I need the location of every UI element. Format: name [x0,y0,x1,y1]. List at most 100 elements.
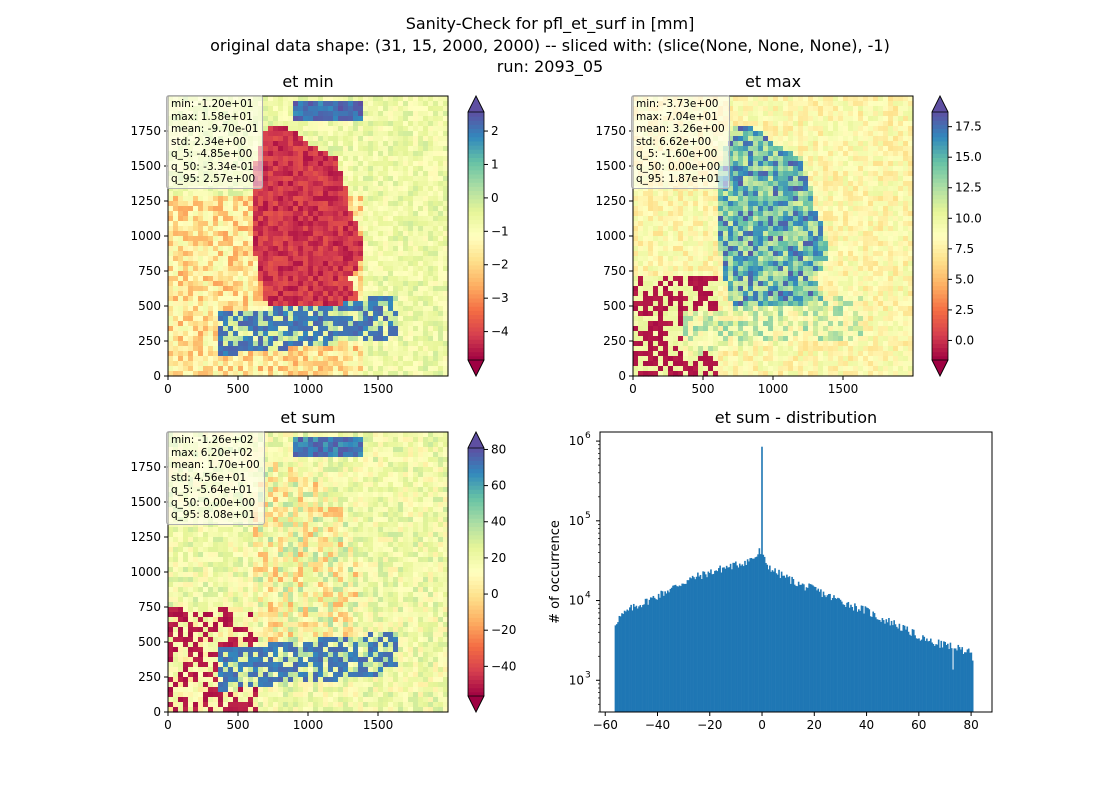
colorbar-extend-max [931,95,949,113]
histogram-bar [821,597,823,712]
histogram-bar [967,648,970,712]
et-max-title: et max [744,72,802,91]
distribution-title: et sum - distribution [714,408,878,427]
stat-q95: q_95: 2.57e+00 [171,173,256,185]
histogram-bar [807,587,809,712]
histogram-bar [666,590,669,712]
histogram-bar [653,597,656,712]
histogram-bar [894,624,897,712]
histogram-bar [871,616,873,712]
histogram-bar [850,604,852,712]
histogram-bar [935,644,937,712]
histogram-bar [719,565,721,712]
histogram-bar [947,643,949,712]
y-tick-label: 0 [153,705,161,719]
histogram-bar [626,609,629,712]
y-tick-label: 1500 [595,159,626,173]
histogram-bar [702,571,704,712]
histogram-bar [706,577,708,712]
histogram-bar [822,591,825,712]
y-tick-label: 250 [138,670,161,684]
histogram-bar [622,613,625,712]
x-tick-label: 60 [911,718,926,732]
histogram-bar [863,613,865,712]
histogram-bar [617,622,619,712]
y-tick-label: 500 [603,299,626,313]
histogram-bar [926,638,928,712]
x-tick-label: 1500 [828,382,859,396]
histogram-bar [685,583,687,712]
histogram-bar [909,634,911,712]
histogram-bar [707,571,710,712]
histogram-bar [762,554,765,712]
histogram-bar [753,558,755,712]
histogram-bar [854,603,856,712]
histogram-bar [782,575,784,712]
histogram-bar [741,564,744,712]
histogram-bar [749,558,752,712]
histogram-bar [865,607,868,712]
histogram-bar [877,619,880,712]
colorbar-tick-label: 0.0 [955,333,974,347]
histogram-bar [769,565,771,712]
histogram-bar [789,583,792,712]
histogram-bar [774,568,776,712]
histogram-bar [668,592,670,712]
histogram-bars [614,446,974,712]
histogram-bar [737,567,740,712]
histogram-bar [689,577,691,712]
histogram-bar [618,615,621,712]
histogram-bar [766,564,769,712]
histogram-bar [910,635,912,712]
histogram-bar [652,595,655,712]
histogram-bar [818,591,821,712]
histogram-bar [827,594,830,712]
histogram-bar [779,578,782,712]
histogram-bar [711,574,714,712]
histogram-bar [816,590,818,712]
colorbar-2 [468,448,484,697]
histogram-bar [786,574,788,712]
histogram-bar [725,565,728,712]
histogram-bar [649,597,652,712]
et-min-title: et min [282,72,334,91]
histogram-bar [954,648,957,712]
histogram-bar [834,598,837,712]
histogram-bar [718,568,720,712]
histogram-bar [738,563,741,712]
y-tick-exponent: 4 [585,591,591,601]
histogram-bar [710,569,712,712]
histogram-bar [931,642,933,712]
colorbar-tick-label: −3 [491,291,509,305]
x-tick-label: 80 [963,718,978,732]
histogram-bar [695,576,698,712]
histogram-bar [771,570,774,712]
histogram-bar [885,619,888,712]
histogram-bar [869,616,872,712]
histogram-bar [755,556,758,712]
histogram-bar [914,635,916,712]
plot-frame [599,431,993,713]
histogram-bar [791,576,793,712]
histogram-bar [962,653,965,712]
y-tick-label: 1750 [130,460,161,474]
colorbar-tick-label: 1 [491,157,499,171]
stat-max: max: 7.04e+01 [636,110,718,123]
histogram-bar [808,583,810,712]
histogram-bar [899,630,902,712]
x-tick-label: 500 [227,382,250,396]
stat-q5: q_5: -5.64e+01 [171,484,253,496]
histogram-bar [956,650,958,712]
y-tick-label: 1000 [130,565,161,579]
histogram-bar [680,586,682,712]
y-tick-label: 250 [138,334,161,348]
stat-q50: q_50: 0.00e+00 [171,496,256,509]
x-tick-label: −20 [697,718,722,732]
y-tick-label: 500 [138,299,161,313]
histogram-bar [898,623,901,712]
histogram-bar [861,605,864,712]
histogram-bar [772,571,775,712]
x-tick-label: 0 [629,382,637,396]
histogram-bar [886,622,889,712]
histogram-bar [646,598,648,712]
